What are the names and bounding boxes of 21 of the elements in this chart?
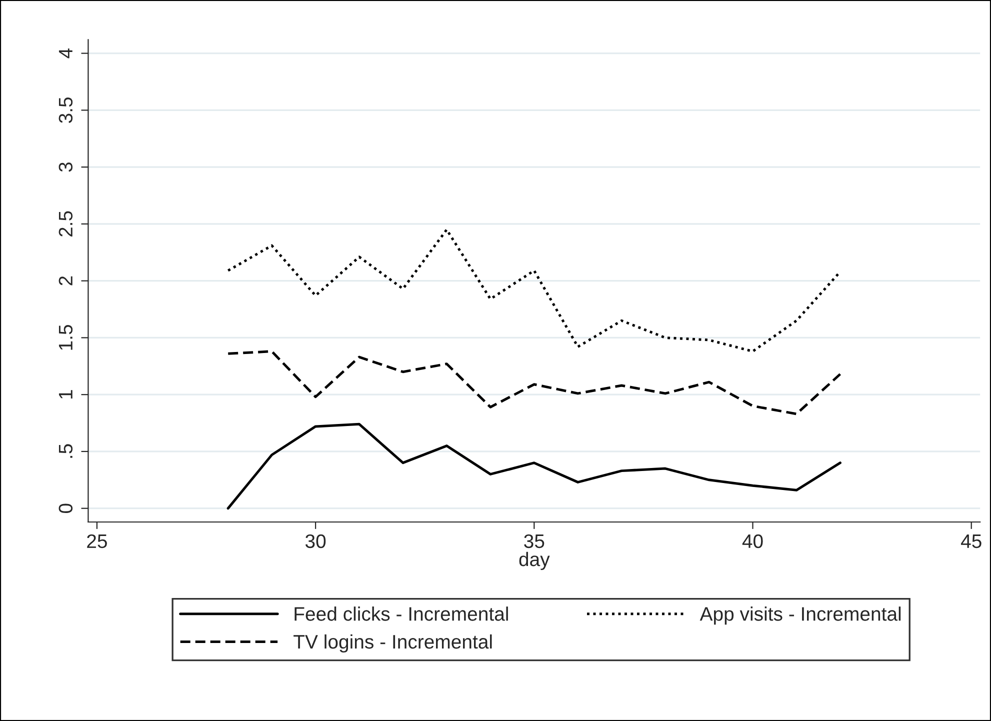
y-tick-label: 3	[58, 162, 73, 172]
y-tick-label: 4	[58, 48, 72, 58]
y-tick-label: 0	[58, 504, 73, 513]
line-series	[226, 228, 842, 353]
x-axis-title: day	[519, 552, 550, 570]
x-tick-label: 45	[960, 534, 982, 548]
y-tick-label: 2.5	[58, 211, 73, 236]
legend-label: App visits - Incremental	[700, 606, 901, 625]
x-tick-label: 25	[87, 534, 107, 548]
legend-label: TV logins - Incremental	[294, 634, 492, 653]
x-tick-label: 40	[742, 534, 763, 548]
line-series	[226, 350, 842, 416]
y-tick-label: 3.5	[58, 97, 73, 123]
line-series	[226, 422, 842, 510]
x-tick-label: 35	[524, 534, 544, 548]
legend-label: Feed clicks - Incremental	[294, 606, 508, 621]
y-tick-label: 2	[58, 276, 72, 286]
y-tick-label: 1	[58, 390, 72, 399]
y-tick-label: .5	[58, 444, 73, 458]
y-tick-label: 1.5	[58, 325, 73, 350]
x-tick-label: 30	[305, 534, 326, 548]
